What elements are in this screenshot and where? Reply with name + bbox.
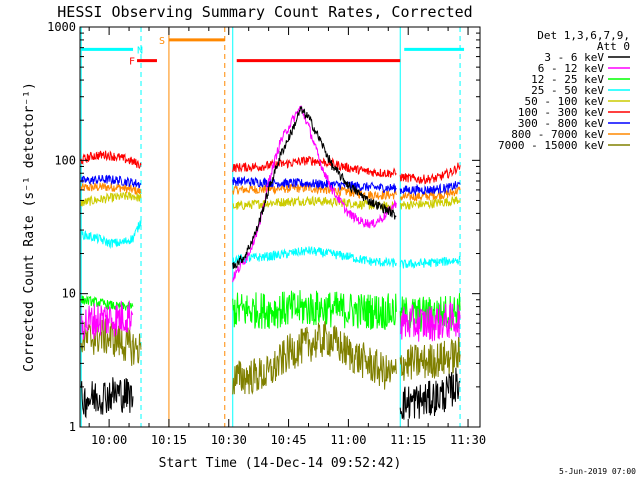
legend-label: 800 - 7000 keV	[511, 128, 604, 141]
flag-label-S: S	[159, 36, 165, 47]
y-tick-label: 1000	[47, 20, 76, 34]
series-line-1-seg-1	[232, 105, 397, 283]
series-line-7-seg-0	[80, 182, 142, 195]
plot-area	[80, 27, 461, 427]
series-line-1-seg-0	[81, 300, 134, 340]
x-tick-label: 11:00	[330, 433, 366, 447]
series-line-4-seg-0	[80, 191, 142, 207]
legend-header: Att 0	[597, 40, 630, 53]
y-axis-label: Corrected Count Rate (s⁻¹ detector⁻¹)	[22, 82, 37, 372]
series-line-5-seg-1	[232, 155, 397, 178]
flag-label-F: F	[129, 57, 135, 68]
flag-label-N: N	[137, 45, 143, 56]
y-tick-label: 1	[69, 420, 76, 434]
legend-label: 100 - 300 keV	[518, 106, 604, 119]
series-line-4-seg-2	[399, 195, 461, 210]
x-tick-label: 10:45	[271, 433, 307, 447]
series-line-0-seg-2	[399, 367, 461, 420]
series-line-5-seg-0	[80, 150, 142, 169]
series-line-6-seg-2	[399, 181, 461, 197]
legend-label: 50 - 100 keV	[525, 95, 605, 108]
x-tick-label: 11:15	[390, 433, 426, 447]
x-tick-label: 10:00	[91, 433, 127, 447]
x-tick-label: 10:15	[151, 433, 187, 447]
legend-label: 3 - 6 keV	[544, 51, 604, 64]
series-line-3-seg-2	[399, 256, 461, 269]
series-line-8-seg-0	[80, 318, 142, 366]
series-line-0-seg-1	[232, 106, 397, 269]
flag-bars: NF S	[81, 36, 465, 68]
series-line-6-seg-1	[232, 175, 397, 193]
series-line-7-seg-2	[399, 186, 461, 202]
series-line-3-seg-1	[232, 246, 397, 268]
plot-frame	[79, 26, 481, 428]
x-tick-label: 10:30	[211, 433, 247, 447]
footer-date: 5-Jun-2019 07:00	[559, 467, 636, 476]
legend-header: Det 1,3,6,7,9,	[537, 29, 630, 42]
series-line-2-seg-1	[232, 290, 397, 330]
series-line-2-seg-0	[80, 295, 134, 311]
series-line-6-seg-0	[80, 174, 142, 189]
y-tick-label: 100	[54, 153, 76, 167]
series-line-8-seg-1	[232, 321, 397, 395]
legend-label: 12 - 25 keV	[531, 73, 604, 86]
series-line-4-seg-1	[232, 195, 397, 212]
x-tick-label: 11:30	[450, 433, 486, 447]
series-line-3-seg-0	[80, 220, 142, 250]
legend-label: 25 - 50 keV	[531, 84, 604, 97]
series-line-0-seg-0	[80, 377, 134, 419]
series-line-8-seg-2	[399, 336, 461, 381]
series-layer	[80, 105, 461, 420]
legend-label: 300 - 800 keV	[518, 117, 604, 130]
y-tick-label: 10	[62, 287, 76, 301]
legend-label: 7000 - 15000 keV	[498, 139, 604, 152]
x-axis: 10:00 10:15 10:30 10:45 11:00 11:15 11:30	[88, 27, 486, 447]
x-axis-label: Start Time (14-Dec-14 09:52:42)	[159, 456, 402, 471]
series-line-5-seg-2	[399, 162, 461, 185]
y-axis: 1 10 100 1000	[47, 20, 480, 434]
chart-title: HESSI Observing Summary Count Rates, Cor…	[57, 3, 472, 21]
legend-label: 6 - 12 keV	[538, 62, 605, 75]
series-line-1-seg-2	[399, 302, 461, 342]
